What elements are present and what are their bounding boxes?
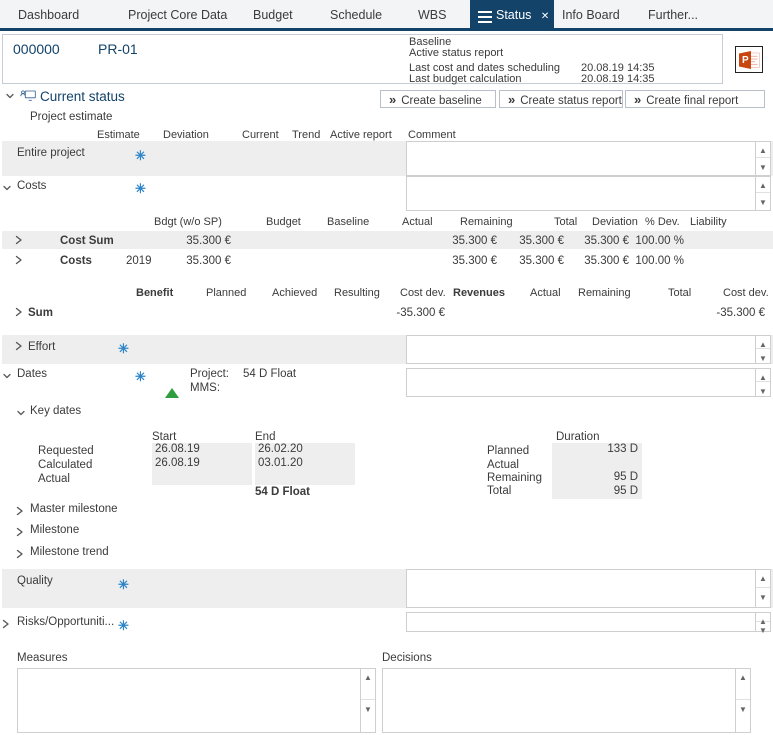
svg-text:P: P: [742, 55, 749, 66]
